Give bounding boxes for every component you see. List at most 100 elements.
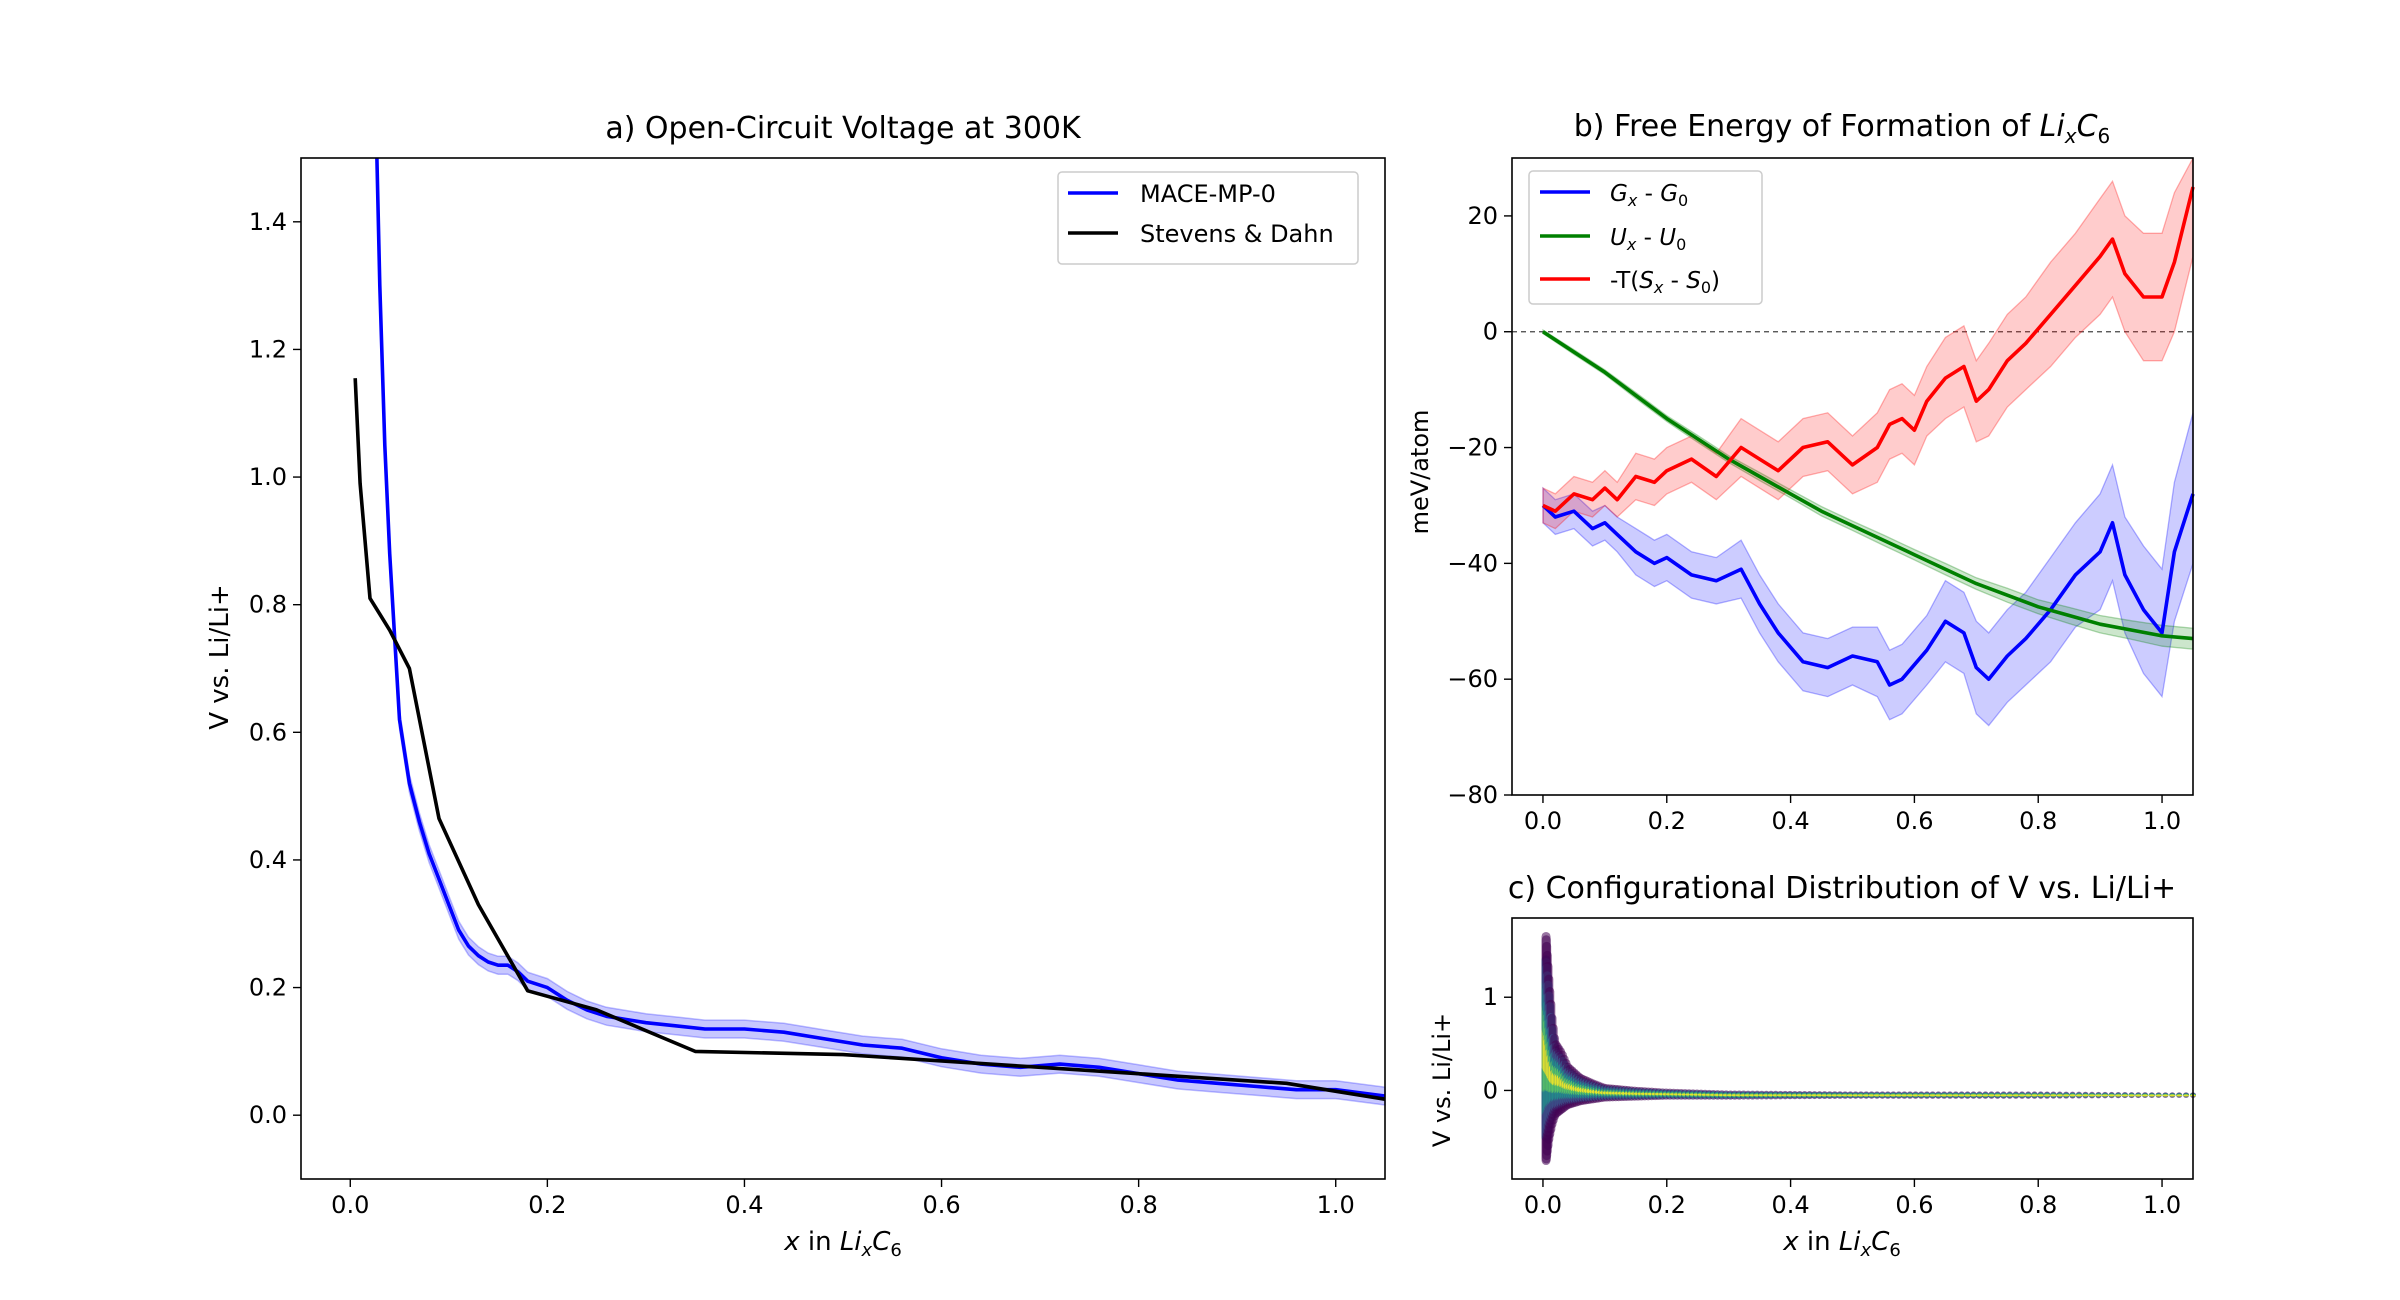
legend-label-internal: Ux - U0 <box>1610 225 1686 254</box>
panel-a-voltage-chart: 0.0 0.2 0.4 0.6 0.8 1.0 0.0 0.2 0.4 0.6 0.8 1.0 1.2 1… <box>205 111 1386 1261</box>
legend-label-mace: MACE-MP-0 <box>1140 180 1276 208</box>
scatter-point <box>1940 1094 1948 1097</box>
panel-b-xtick-label: 0.6 <box>1895 807 1933 835</box>
panel-b-title: b) Free Energy of Formation of LixC6 <box>1574 109 2111 148</box>
scatter-point <box>1884 1094 1892 1097</box>
panel-b-ytick-label: −40 <box>1447 549 1498 577</box>
scatter-point <box>1994 1094 2001 1097</box>
panel-a-xtick-label: 0.8 <box>1120 1191 1158 1219</box>
panel-c-xlabel: x in LixC6 <box>1782 1227 1901 1261</box>
scatter-point <box>1873 1094 1881 1097</box>
panel-a-ytick-label: 0.8 <box>249 591 287 619</box>
scatter-point <box>1964 1094 1971 1097</box>
legend-label-stevens: Stevens & Dahn <box>1140 220 1334 248</box>
scatter-point <box>1988 1094 1995 1097</box>
scatter-point <box>2128 1094 2135 1097</box>
panel-a-legend: MACE-MP-0 Stevens & Dahn <box>1057 171 1359 265</box>
panel-a-ytick-label: 0.6 <box>249 718 287 746</box>
panel-b-free-energy-chart: 0.0 0.2 0.4 0.6 0.8 1.0 −80 −60 −40 −20 0 20 b) Fre… <box>1406 109 2195 835</box>
panel-b-ylabel: meV/atom <box>1406 410 1434 535</box>
scatter-point <box>1982 1094 1989 1097</box>
panel-b-ytick-label: −60 <box>1447 665 1498 693</box>
line-mace <box>375 157 1386 1098</box>
panel-c-ytick-label: 1 <box>1483 983 1498 1011</box>
scatter-point <box>1946 1094 1954 1097</box>
scatter-point <box>2031 1094 2038 1097</box>
line-internal <box>1542 330 2194 641</box>
scatter-point <box>1952 1094 1960 1097</box>
panel-b-xtick-label: 0.2 <box>1648 807 1686 835</box>
line-gibbs <box>1541 493 2195 687</box>
panel-b-xtick-label: 0.4 <box>1772 807 1810 835</box>
panel-b-frame <box>1511 157 2194 796</box>
scatter-point <box>2056 1094 2063 1097</box>
panel-c-ylabel: V vs. Li/Li+ <box>1428 1013 1456 1147</box>
scatter-point <box>2050 1094 2057 1097</box>
scatter-point <box>2082 1094 2089 1097</box>
scatter-point <box>2037 1094 2045 1097</box>
panel-c-xtick-label: 1.0 <box>2143 1191 2181 1219</box>
panel-c-xtick-label: 0.0 <box>1524 1191 1562 1219</box>
scatter-point <box>1958 1094 1966 1097</box>
scatter-point <box>1970 1094 1977 1097</box>
panel-c-xtick-label: 0.8 <box>2019 1191 2057 1219</box>
panel-c-xtick-label: 0.4 <box>1772 1191 1810 1219</box>
panel-c-xtick-label: 0.6 <box>1895 1191 1933 1219</box>
scatter-point <box>2115 1094 2122 1097</box>
panel-b-ytick-label: −80 <box>1447 781 1498 809</box>
scatter-point <box>2108 1094 2115 1097</box>
panel-a-ylabel: V vs. Li/Li+ <box>205 584 235 729</box>
scatter-point <box>2183 1094 2190 1097</box>
scatter-point <box>1923 1094 1931 1097</box>
panel-b-xtick-label: 0.0 <box>1524 807 1562 835</box>
scatter-point <box>1878 1094 1886 1097</box>
panel-c-title: c) Configurational Distribution of V vs.… <box>1508 871 2176 906</box>
panel-a-ytick-label: 0.2 <box>249 974 287 1002</box>
scatter-point <box>2006 1094 2014 1097</box>
panel-a-xtick-label: 0.6 <box>922 1191 960 1219</box>
scatter-point <box>2155 1094 2162 1097</box>
panel-a-xtick-label: 0.2 <box>528 1191 566 1219</box>
scatter-point <box>2176 1094 2183 1097</box>
scatter-point <box>1900 1094 1908 1097</box>
panel-a-xtick-label: 0.0 <box>331 1191 369 1219</box>
panel-c-distribution-chart: 0.0 0.2 0.4 0.6 0.8 1.0 0 1 c) Configurational … <box>1428 871 2196 1261</box>
line-entropy <box>1542 186 2195 513</box>
panel-a-ytick-label: 1.2 <box>249 335 287 363</box>
panel-a-xtick-label: 1.0 <box>1317 1191 1355 1219</box>
scatter-point <box>1906 1094 1914 1097</box>
panel-a-xlabel: x in LixC6 <box>783 1227 902 1261</box>
scatter-point <box>2075 1094 2083 1097</box>
scatter-point <box>2000 1094 2007 1097</box>
legend-label-entropy: -T(Sx - S0) <box>1610 268 1720 297</box>
panel-a-frame <box>300 157 1386 1180</box>
panel-b-ytick-label: 20 <box>1467 202 1498 230</box>
scatter-point <box>1976 1094 1983 1097</box>
scatter-point <box>1889 1094 1897 1097</box>
panel-a-title: a) Open-Circuit Voltage at 300K <box>605 111 1082 146</box>
panel-a-ytick-label: 1.4 <box>249 208 287 236</box>
panel-b-ytick-label: −20 <box>1447 434 1498 462</box>
scatter-point <box>2088 1094 2096 1097</box>
panel-a-xtick-label: 0.4 <box>725 1191 763 1219</box>
scatter-point <box>2162 1094 2169 1097</box>
scatter-point <box>1857 1094 1865 1097</box>
panel-c-xtick-label: 0.2 <box>1648 1191 1686 1219</box>
panel-a-ytick-label: 0.4 <box>249 846 287 874</box>
scatter-point <box>2062 1094 2070 1097</box>
panel-c-ytick-label: 0 <box>1483 1076 1498 1104</box>
scatter-point <box>2141 1094 2149 1097</box>
scatter-point <box>2101 1094 2109 1097</box>
panel-a-ytick-label: 0.0 <box>249 1101 287 1129</box>
panel-b-xtick-label: 1.0 <box>2143 807 2181 835</box>
scatter-point <box>2121 1094 2129 1097</box>
scatter-point <box>1868 1094 1876 1097</box>
panel-c-frame <box>1511 917 2194 1180</box>
scatter-point <box>2169 1094 2176 1097</box>
line-stevens <box>353 378 1386 1101</box>
scatter-point <box>2135 1094 2142 1097</box>
scatter-point <box>1895 1094 1903 1097</box>
panel-b-xtick-label: 0.8 <box>2019 807 2057 835</box>
scatter-point <box>1862 1094 1870 1097</box>
scatter-point <box>1934 1094 1942 1097</box>
